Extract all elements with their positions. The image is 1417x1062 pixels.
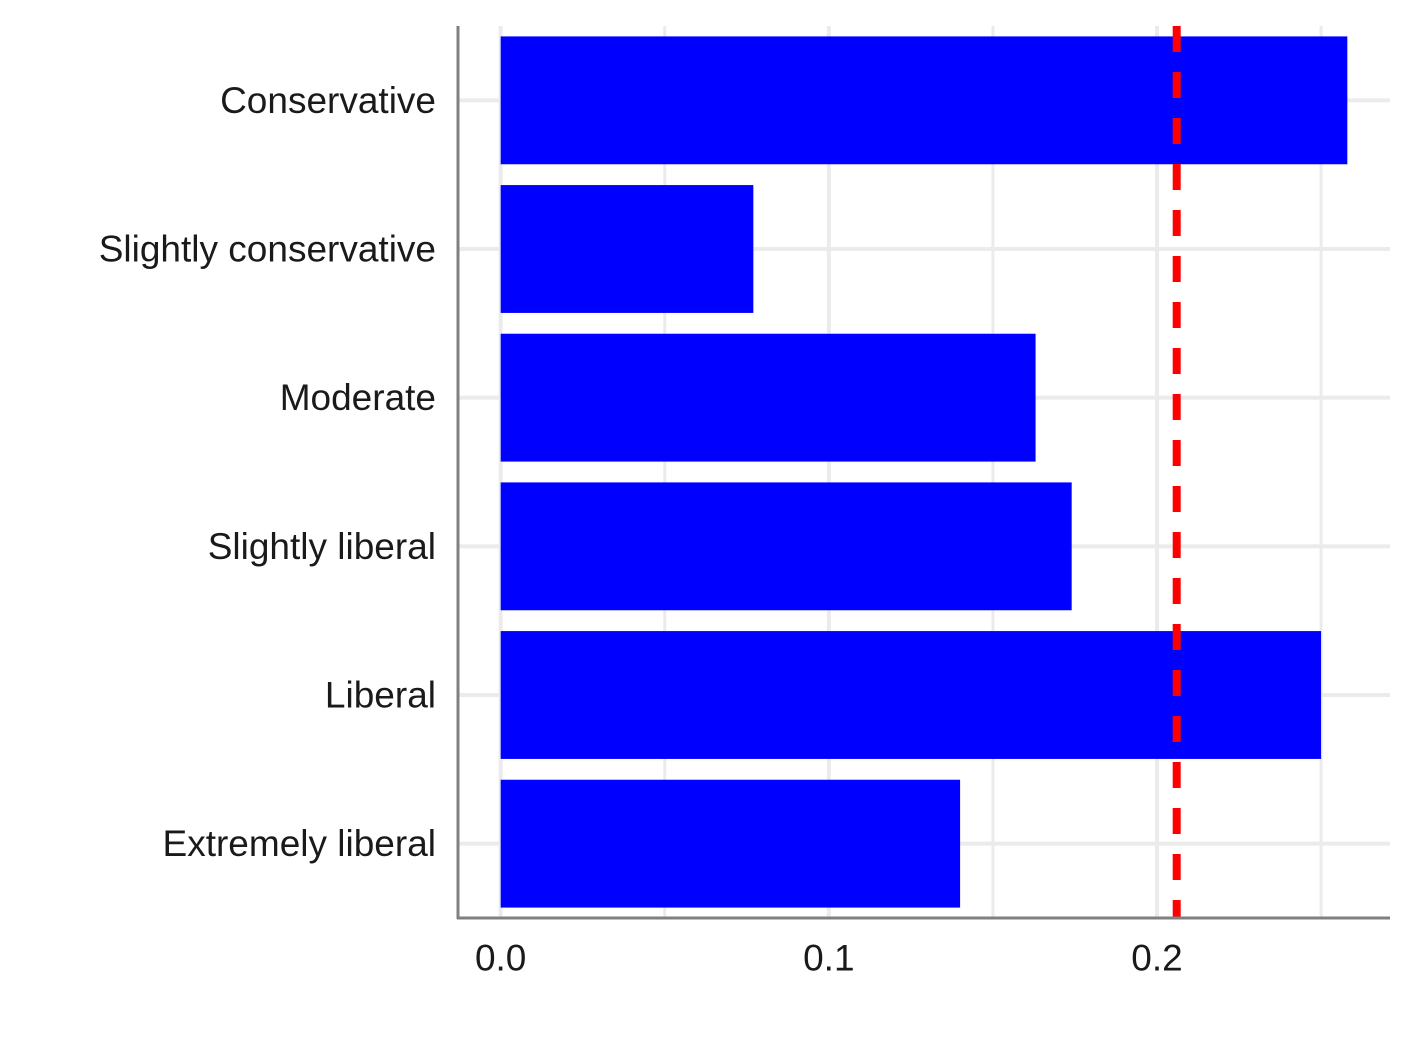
axes <box>456 26 1390 920</box>
y-tick-label: Slightly conservative <box>99 229 436 270</box>
y-tick-label: Moderate <box>280 377 436 418</box>
x-tick-label: 0.2 <box>1131 938 1182 979</box>
y-tick-label: Conservative <box>220 80 436 121</box>
bar-extremely-liberal <box>500 779 961 908</box>
x-tick-label: 0.1 <box>803 938 854 979</box>
y-tick-label: Slightly liberal <box>208 526 436 567</box>
bar-liberal <box>500 631 1322 759</box>
bars <box>500 36 1348 908</box>
bar-conservative <box>500 36 1348 165</box>
tick-labels: Conservative Slightly conservative Moderat… <box>99 80 1183 979</box>
bar-slightly-conservative <box>500 185 754 313</box>
y-tick-label: Extremely liberal <box>163 823 436 864</box>
bar-slightly-liberal <box>500 482 1072 611</box>
bar-moderate <box>500 333 1036 462</box>
y-tick-label: Liberal <box>325 675 436 716</box>
x-tick-label: 0.0 <box>475 938 526 979</box>
